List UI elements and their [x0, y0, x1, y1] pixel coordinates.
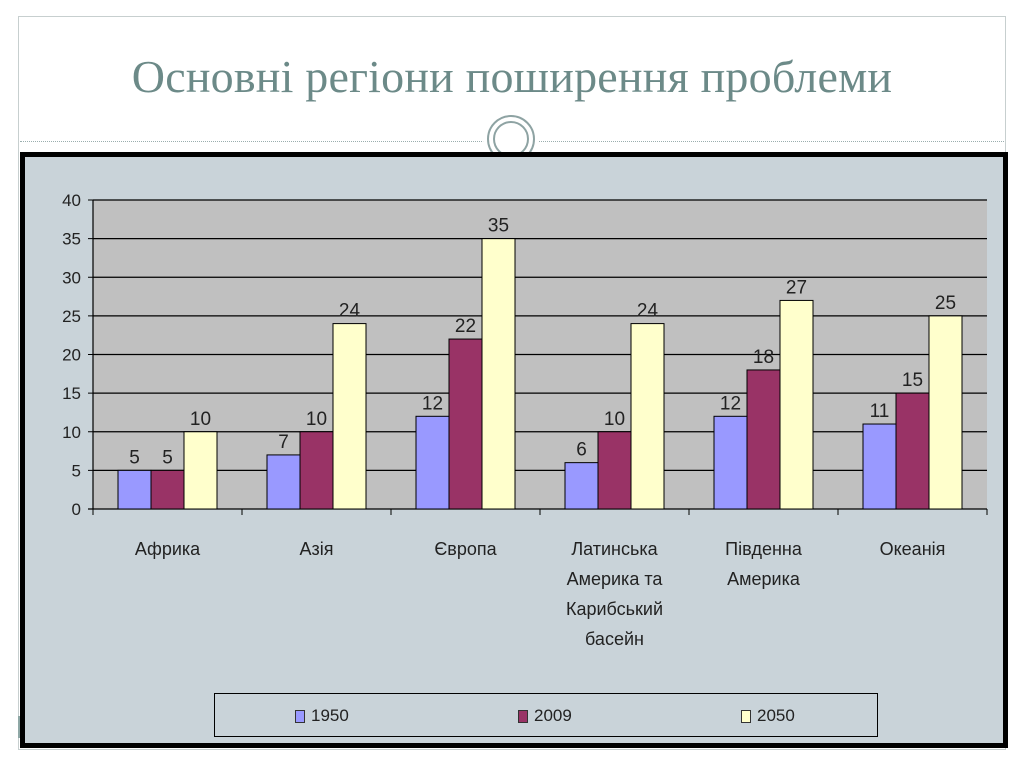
y-tick-label-0: 0 — [72, 500, 81, 519]
x-category-label-5-0: Океанія — [880, 539, 946, 559]
data-label-2009-2: 22 — [455, 316, 476, 337]
data-label-2009-4: 18 — [753, 347, 774, 368]
bar-2009-2 — [448, 338, 483, 510]
bar-1950-5 — [862, 423, 897, 510]
data-label-2009-3: 10 — [604, 409, 625, 430]
data-label-2009-1: 10 — [306, 409, 327, 430]
data-label-2050-4: 27 — [786, 277, 807, 298]
data-label-1950-4: 12 — [720, 393, 741, 414]
x-category-label-3-0: Латинська — [571, 539, 658, 559]
bar-1950-2 — [415, 415, 450, 510]
legend-label-2009: 2009 — [534, 706, 572, 725]
slide-title: Основні регіони поширення проблеми — [131, 51, 893, 102]
legend-item-2050: 2050 — [741, 706, 795, 726]
data-label-2050-1: 24 — [339, 301, 361, 322]
data-label-1950-0: 5 — [129, 447, 140, 468]
bar-chart: 0 5 10 15 20 25 30 35 40 5 5 10 Африка 7 10 24 Азія 12 22 3… — [62, 191, 988, 649]
data-label-1950-2: 12 — [422, 393, 443, 414]
chart-legend: 1950 2009 2050 — [214, 693, 878, 737]
legend-swatch-1950 — [295, 709, 305, 723]
data-label-2009-5: 15 — [902, 370, 923, 391]
x-category-label-4-1: Америка — [727, 569, 801, 589]
bar-1950-1 — [266, 454, 301, 510]
data-label-2009-0: 5 — [162, 447, 173, 468]
data-label-1950-5: 11 — [870, 401, 890, 422]
bar-2050-2 — [481, 238, 516, 510]
x-category-label-3-2: Карибський — [566, 599, 663, 619]
legend-label-2050: 2050 — [757, 706, 795, 725]
bar-2050-0 — [183, 431, 218, 510]
bar-2009-4 — [746, 369, 781, 510]
data-label-1950-3: 6 — [576, 440, 587, 461]
y-tick-label-15: 15 — [62, 384, 81, 403]
x-category-label-3-1: Америка та — [567, 569, 664, 589]
data-label-2050-0: 10 — [190, 409, 211, 430]
bar-2009-3 — [597, 431, 632, 510]
x-category-label-2-0: Європа — [434, 539, 497, 559]
y-tick-label-25: 25 — [62, 307, 81, 326]
legend-swatch-2050 — [741, 709, 751, 723]
chart-panel: 0 5 10 15 20 25 30 35 40 5 5 10 Африка 7 10 24 Азія 12 22 3… — [20, 152, 1008, 748]
y-tick-label-5: 5 — [72, 461, 81, 480]
y-tick-label-20: 20 — [62, 346, 81, 365]
y-tick-label-40: 40 — [62, 191, 81, 210]
bar-2009-5 — [895, 392, 930, 510]
y-tick-label-30: 30 — [62, 268, 81, 287]
x-category-label-4-0: Південна — [725, 539, 803, 559]
data-label-2050-5: 25 — [935, 293, 956, 314]
bar-1950-3 — [564, 462, 599, 510]
y-tick-label-35: 35 — [62, 230, 81, 249]
bar-1950-4 — [713, 415, 748, 510]
legend-label-1950: 1950 — [311, 706, 349, 725]
data-label-1950-1: 7 — [278, 432, 289, 453]
legend-item-2009: 2009 — [518, 706, 572, 726]
legend-swatch-2009 — [518, 709, 528, 723]
bar-2009-0 — [150, 469, 185, 510]
bar-2050-4 — [779, 299, 814, 510]
x-category-label-3-3: басейн — [585, 629, 644, 649]
x-category-label-0-0: Африка — [135, 539, 201, 559]
x-category-label-1-0: Азія — [299, 539, 333, 559]
bar-1950-0 — [117, 469, 152, 510]
bar-2009-1 — [299, 431, 334, 510]
y-tick-label-10: 10 — [62, 423, 81, 442]
data-label-2050-3: 24 — [637, 301, 659, 322]
bar-2050-5 — [928, 315, 963, 510]
bar-2050-1 — [332, 323, 367, 510]
data-label-2050-2: 35 — [488, 216, 509, 237]
bar-2050-3 — [630, 323, 665, 510]
legend-item-1950: 1950 — [295, 706, 349, 726]
